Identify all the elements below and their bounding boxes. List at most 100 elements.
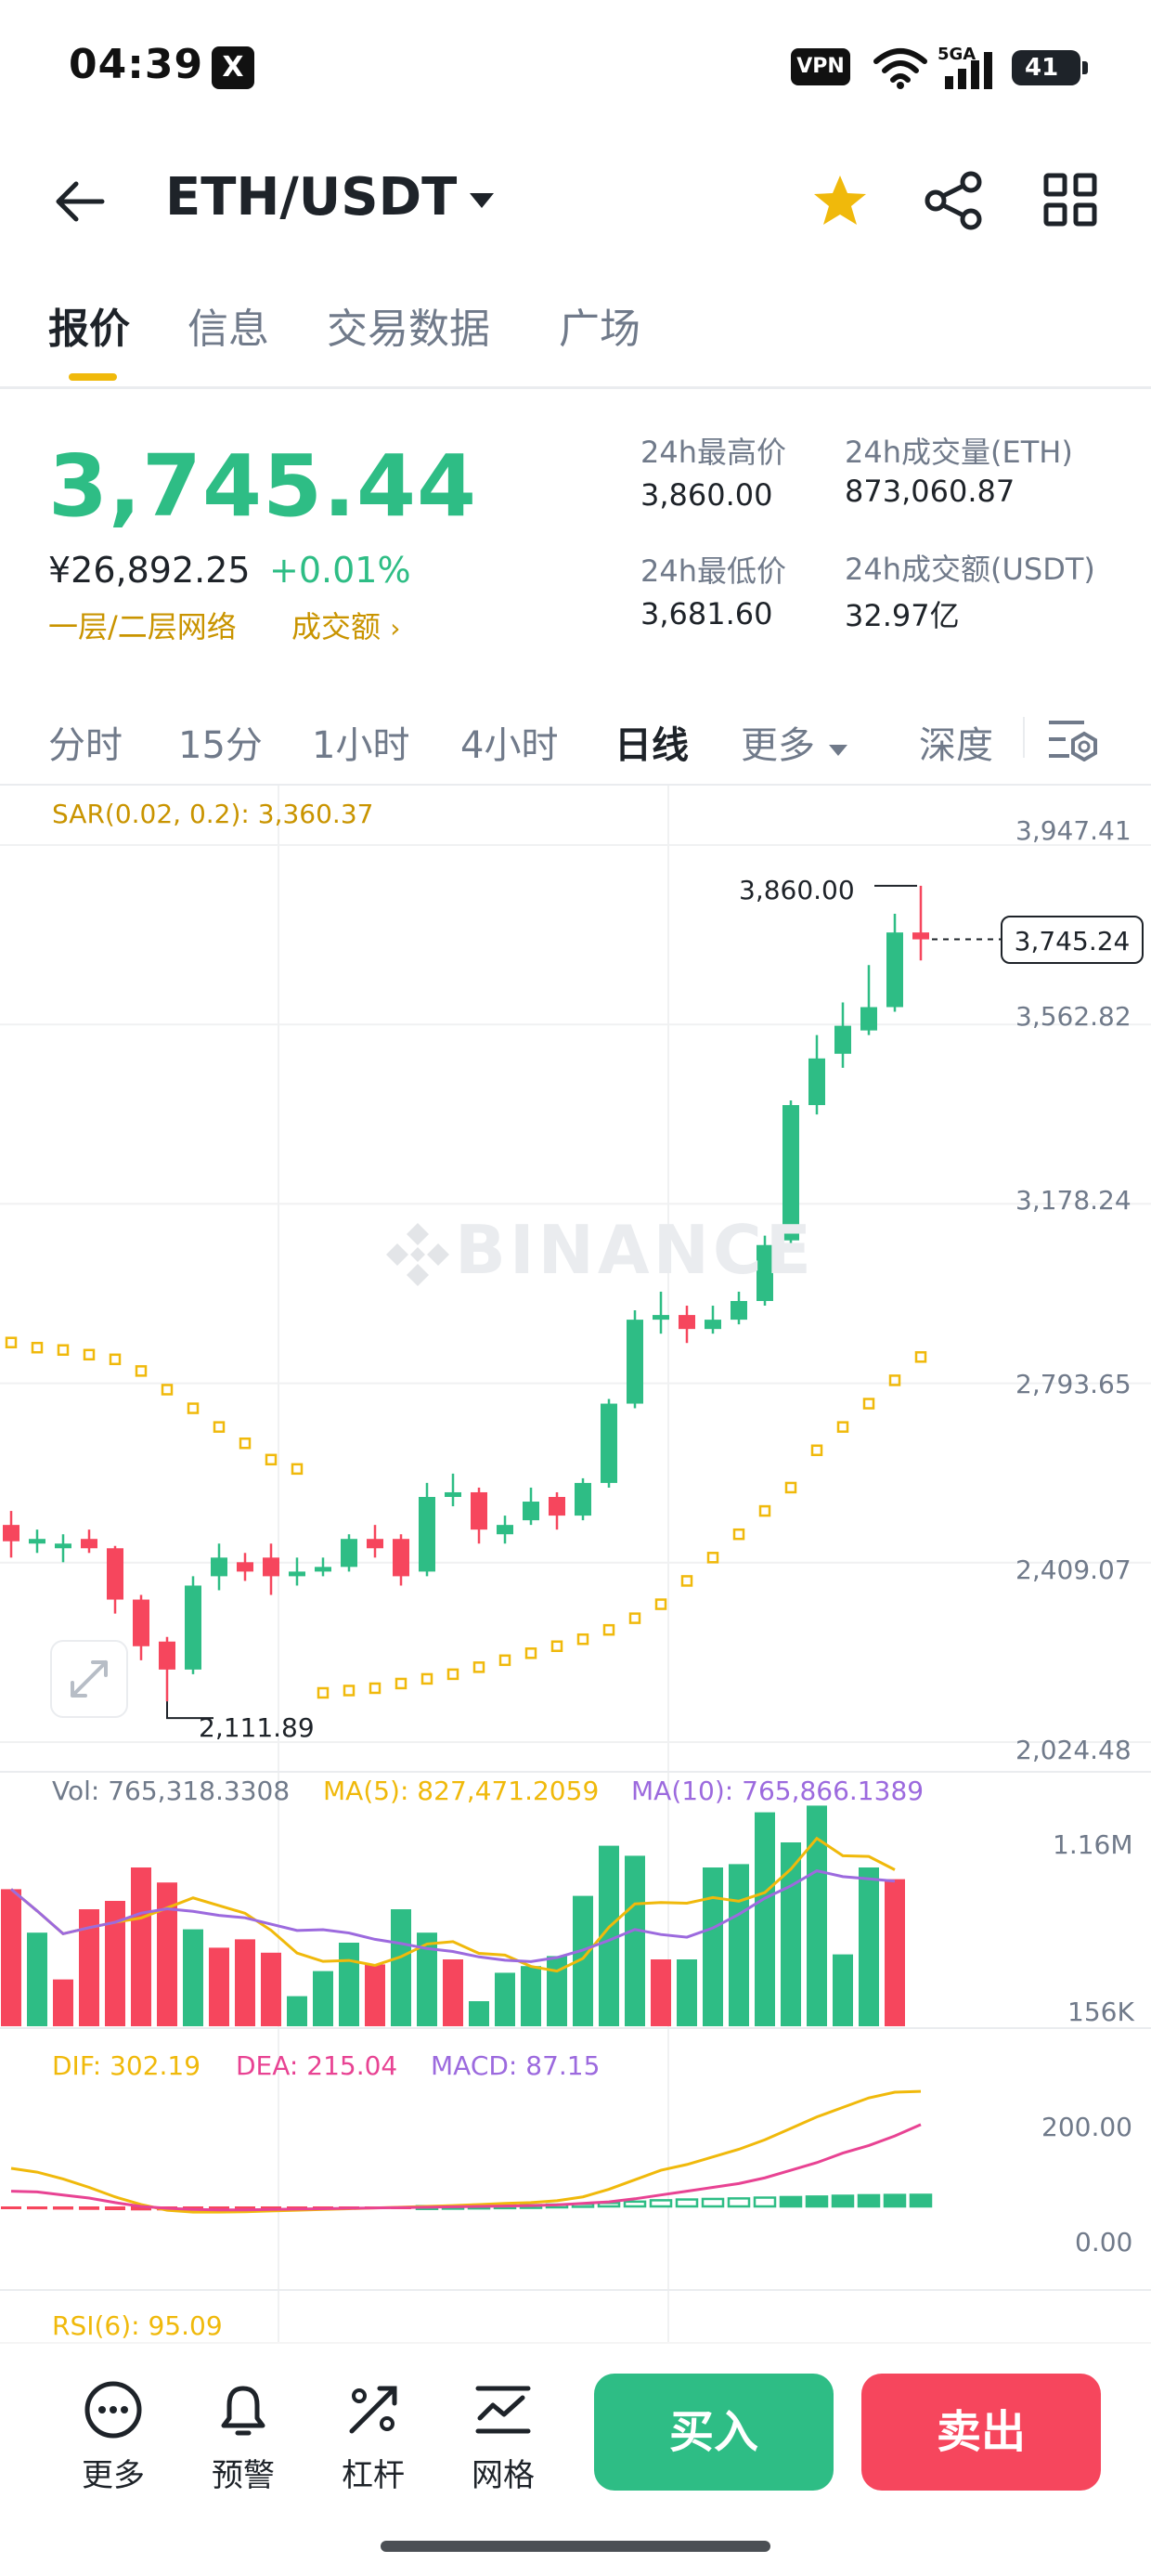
interval-15m[interactable]: 15分 bbox=[178, 724, 263, 767]
grid-button[interactable]: 网格 bbox=[447, 2377, 559, 2495]
tab-info[interactable]: 信息 bbox=[188, 306, 269, 353]
sar-dot bbox=[550, 1640, 563, 1653]
macd-hist-bar bbox=[831, 2194, 855, 2208]
candle-body bbox=[393, 1539, 409, 1577]
volume-bar bbox=[79, 1909, 99, 2026]
y-tick: 3,947.41 bbox=[1015, 815, 1132, 846]
candle-body bbox=[445, 1491, 461, 1498]
divider bbox=[1023, 717, 1025, 758]
sar-dot bbox=[654, 1598, 667, 1610]
sar-dot bbox=[498, 1654, 511, 1667]
sar-dot bbox=[836, 1421, 849, 1433]
volume-bar bbox=[27, 1932, 47, 2026]
candle-body bbox=[653, 1315, 669, 1321]
volume-bar bbox=[885, 1879, 905, 2026]
sar-dot bbox=[576, 1633, 589, 1646]
x-app-icon: X bbox=[212, 46, 254, 89]
y-tick: 2,409.07 bbox=[1015, 1555, 1132, 1585]
more-button[interactable]: 更多 bbox=[58, 2377, 169, 2495]
volume-bar bbox=[755, 1812, 775, 2026]
grid-menu-icon[interactable] bbox=[1043, 173, 1097, 227]
share-icon[interactable] bbox=[925, 171, 984, 230]
alert-button[interactable]: 预警 bbox=[188, 2377, 299, 2495]
candle-body bbox=[315, 1567, 331, 1572]
more-icon bbox=[84, 2381, 142, 2439]
tab-trading-data[interactable]: 交易数据 bbox=[327, 306, 490, 353]
sar-dot bbox=[83, 1348, 96, 1361]
bell-icon bbox=[221, 2386, 265, 2436]
vol-eth-label: 24h成交量(ETH) bbox=[845, 435, 1073, 470]
sar-dot bbox=[161, 1384, 174, 1396]
network-link[interactable]: 一层/二层网络 bbox=[48, 609, 237, 644]
interval-time[interactable]: 分时 bbox=[48, 724, 123, 767]
dif-line bbox=[10, 2089, 922, 2214]
interval-4h[interactable]: 4小时 bbox=[460, 724, 559, 767]
kline-chart[interactable] bbox=[0, 786, 1151, 2346]
candle-body bbox=[834, 1025, 851, 1054]
last-price-tag: 3,745.24 bbox=[1001, 916, 1144, 964]
y-tick: 1.16M bbox=[1053, 1829, 1133, 1860]
volume-bar bbox=[599, 1845, 619, 2026]
sar-dot bbox=[5, 1336, 18, 1348]
candle-body bbox=[289, 1571, 305, 1577]
buy-button[interactable]: 买入 bbox=[594, 2374, 834, 2491]
sar-dot bbox=[758, 1504, 771, 1517]
interval-depth[interactable]: 深度 bbox=[919, 724, 993, 767]
dea-legend: DEA: 215.04 bbox=[236, 2050, 398, 2081]
sar-dot bbox=[732, 1528, 745, 1541]
tab-square[interactable]: 广场 bbox=[559, 306, 640, 353]
candle-body bbox=[757, 1244, 773, 1302]
candle-body bbox=[107, 1548, 123, 1600]
interval-more[interactable]: 更多 bbox=[741, 715, 849, 769]
leverage-icon bbox=[349, 2386, 397, 2434]
divider bbox=[0, 784, 1151, 786]
chart-settings-icon[interactable] bbox=[1047, 717, 1099, 761]
y-tick: 156K bbox=[1067, 1997, 1134, 2027]
volume-bar bbox=[53, 1979, 73, 2026]
candle-body bbox=[3, 1525, 19, 1542]
sell-button[interactable]: 卖出 bbox=[861, 2374, 1101, 2491]
low-marker-label: 2,111.89 bbox=[199, 1712, 315, 1743]
candle-body bbox=[185, 1585, 201, 1670]
sar-dot bbox=[446, 1668, 459, 1681]
volume-bar bbox=[443, 1959, 463, 2026]
price-cny: ¥26,892.25 bbox=[48, 550, 251, 591]
home-indicator[interactable] bbox=[381, 2541, 770, 2552]
macd-hist-bar bbox=[27, 2206, 47, 2210]
interval-more-label: 更多 bbox=[741, 724, 815, 767]
sar-dot bbox=[420, 1672, 433, 1685]
interval-1h[interactable]: 1小时 bbox=[312, 724, 410, 767]
more-label: 更多 bbox=[82, 2457, 145, 2494]
sar-dot bbox=[343, 1685, 356, 1697]
grid-label: 网格 bbox=[472, 2457, 535, 2494]
y-tick: 200.00 bbox=[1041, 2112, 1132, 2142]
candle-body bbox=[367, 1539, 383, 1549]
chevron-down-icon[interactable] bbox=[468, 191, 496, 210]
volume-bar bbox=[573, 1895, 593, 2026]
fullscreen-button[interactable] bbox=[50, 1640, 128, 1718]
wifi-icon bbox=[873, 48, 927, 89]
macd-hist-bar bbox=[753, 2196, 777, 2208]
volume-link[interactable]: 成交额 › bbox=[291, 604, 400, 646]
expand-icon bbox=[71, 1660, 108, 1698]
macd-hist-bar bbox=[779, 2195, 803, 2208]
macd-hist-bar bbox=[1, 2206, 21, 2209]
pair-title[interactable]: ETH/USDT bbox=[165, 167, 458, 228]
sar-dot bbox=[602, 1623, 615, 1636]
macd-hist-bar bbox=[105, 2206, 125, 2211]
volume-bar bbox=[547, 1956, 567, 2026]
volume-bar bbox=[521, 1966, 541, 2026]
candle-body bbox=[575, 1482, 591, 1516]
sar-dot bbox=[265, 1453, 278, 1466]
sar-dot bbox=[472, 1661, 485, 1673]
interval-daily[interactable]: 日线 bbox=[614, 724, 689, 767]
candle-body bbox=[159, 1641, 175, 1670]
volume-legend: Vol: 765,318.3308 bbox=[52, 1776, 291, 1806]
sar-dot bbox=[888, 1374, 901, 1386]
back-arrow-icon[interactable] bbox=[54, 178, 110, 225]
leverage-button[interactable]: 杠杆 bbox=[317, 2377, 429, 2495]
candle-body bbox=[549, 1497, 565, 1516]
tab-quote[interactable]: 报价 bbox=[48, 306, 130, 353]
star-icon[interactable] bbox=[811, 173, 869, 228]
sar-dot bbox=[784, 1481, 797, 1494]
